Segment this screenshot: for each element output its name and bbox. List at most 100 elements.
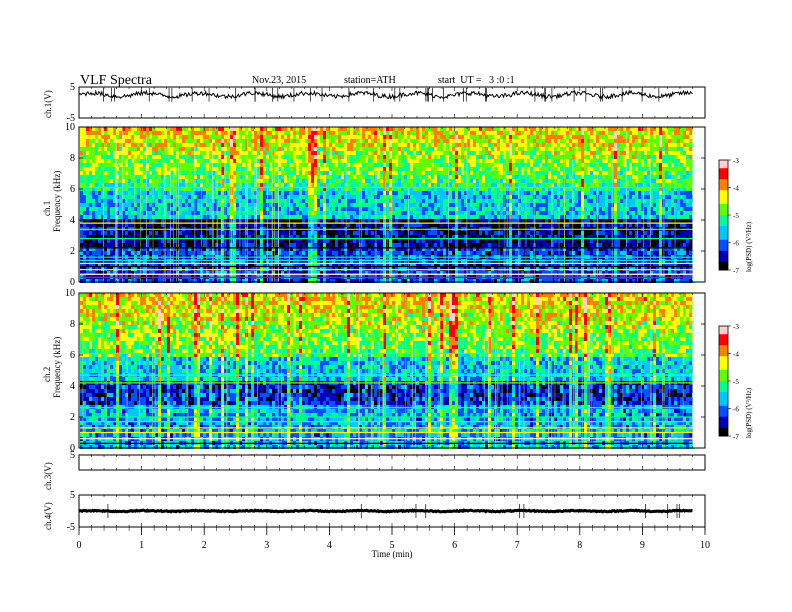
ch1_spec-cell	[449, 279, 452, 283]
ch1_spec-cell	[389, 143, 392, 147]
ch1_spec-cell	[95, 147, 98, 151]
ch1_spec-cell	[317, 135, 320, 139]
ch1_spec-cell	[209, 127, 212, 131]
ch1_spec-cell	[404, 131, 407, 135]
ch1_spec-cell	[95, 203, 98, 207]
ch1_spec-cell	[359, 135, 362, 139]
ch1_spec-cell	[125, 131, 128, 135]
ch1_spec-cell	[332, 243, 335, 247]
ch1_spec-cell	[188, 235, 191, 239]
ch1_spec-cell	[140, 163, 143, 167]
ch1_spec-cell	[440, 135, 443, 139]
ch1_spec-cell	[314, 195, 317, 199]
ch1_spec-cell	[203, 139, 206, 143]
ch1_spec-cell	[245, 215, 248, 219]
ch1_spec-cell	[107, 171, 110, 175]
ch1_spec-cell	[356, 147, 359, 151]
ch1_spec-cell	[335, 247, 338, 251]
ch1_spec-cell	[365, 235, 368, 239]
ch1_spec-cell	[98, 263, 101, 267]
ch1_spec-cell	[191, 167, 194, 171]
ch1_spec-cell	[368, 127, 371, 131]
ch1_spec-cell	[131, 143, 134, 147]
ch1_spec-cell	[377, 223, 380, 227]
ch1_spec-cell	[290, 239, 293, 243]
ch1_spec-cell	[425, 171, 428, 175]
ch1_spec-cell	[98, 159, 101, 163]
ch1_spec-cell	[446, 247, 449, 251]
ch1_spec-cell	[431, 139, 434, 143]
ch1_spec-cell	[92, 271, 95, 275]
ch1_spec-cell	[161, 251, 164, 255]
ch1_spec-cell	[314, 231, 317, 235]
ch1_spec-cell	[167, 211, 170, 215]
ch1_spec-cell	[308, 271, 311, 275]
ch1_spec-cell	[179, 191, 182, 195]
ch1_spec-cell	[245, 247, 248, 251]
ch1_spec-cell	[173, 155, 176, 159]
ch1_spec-cell	[113, 271, 116, 275]
ch1_spec-cell	[338, 151, 341, 155]
ch1_spec-cell	[344, 187, 347, 191]
ch1_spec-cell	[230, 155, 233, 159]
ch1_spec-cell	[356, 155, 359, 159]
ch1_spec-cell	[371, 203, 374, 207]
ch1_spec-cell	[113, 279, 116, 283]
ch1_spec-cell	[140, 147, 143, 151]
ch1_spec-cell	[146, 163, 149, 167]
ch1_spec-cell	[98, 163, 101, 167]
ch1_spec-cell	[272, 183, 275, 187]
ch1_spec-cell	[209, 219, 212, 223]
ch1_spec-cell	[179, 219, 182, 223]
ch1_spec-cell	[155, 231, 158, 235]
ch1_spec-cell	[392, 219, 395, 223]
ch1_spec-cell	[233, 279, 236, 283]
ch1_spec-cell	[236, 203, 239, 207]
ch1_spec-cell	[173, 279, 176, 283]
ch1_spec-cell	[83, 211, 86, 215]
ch1_spec-cell	[338, 271, 341, 275]
ch1_spec-cell	[380, 231, 383, 235]
ch1_spec-cell	[254, 199, 257, 203]
ch1_spec-cell	[440, 167, 443, 171]
ch1_spec-cell	[107, 195, 110, 199]
ch1_spec-cell	[128, 175, 131, 179]
ch1_spec-cell	[365, 191, 368, 195]
ch1_spec-cell	[134, 219, 137, 223]
ch1_spec-cell	[314, 219, 317, 223]
ch1_spec-cell	[185, 239, 188, 243]
ch1_spec-cell	[182, 191, 185, 195]
ch1_spec-cell	[455, 195, 458, 199]
ch1_spec-cell	[254, 171, 257, 175]
ch1_spec-cell	[323, 195, 326, 199]
ch1_spec-cell	[86, 251, 89, 255]
ch1_spec-cell	[275, 187, 278, 191]
ch1_spec-cell	[131, 131, 134, 135]
ch1_spec-cell	[125, 155, 128, 159]
ch1_spec-cell	[245, 147, 248, 151]
ch1_spec-cell	[221, 211, 224, 215]
ch1_spec-cell	[434, 143, 437, 147]
ch1_spec-cell	[134, 147, 137, 151]
ch1_spec-cell	[395, 143, 398, 147]
ch1_spec-cell	[131, 263, 134, 267]
ch1_spec-cell	[122, 215, 125, 219]
ch1_spec-cell	[293, 131, 296, 135]
ch1_spec-cell	[95, 167, 98, 171]
ch1_spec-cell	[248, 247, 251, 251]
ch1_spec-cell	[218, 155, 221, 159]
ch1_spec-cell	[233, 235, 236, 239]
ch1_spec-cell	[368, 167, 371, 171]
ch1_spec-cell	[314, 131, 317, 135]
ch1_spec-cell	[206, 279, 209, 283]
ch1_spec-cell	[221, 127, 224, 131]
ch1_spec-cell	[455, 151, 458, 155]
ch1_spec-cell	[440, 223, 443, 227]
ch1_spec-cell	[134, 167, 137, 171]
ch1_spec-cell	[263, 271, 266, 275]
ch1_spec-cell	[440, 187, 443, 191]
ch1_spec-cell	[167, 139, 170, 143]
ch1_spec-cell	[83, 127, 86, 131]
ch1_spec-cell	[176, 251, 179, 255]
ch1_spec-cell	[365, 251, 368, 255]
